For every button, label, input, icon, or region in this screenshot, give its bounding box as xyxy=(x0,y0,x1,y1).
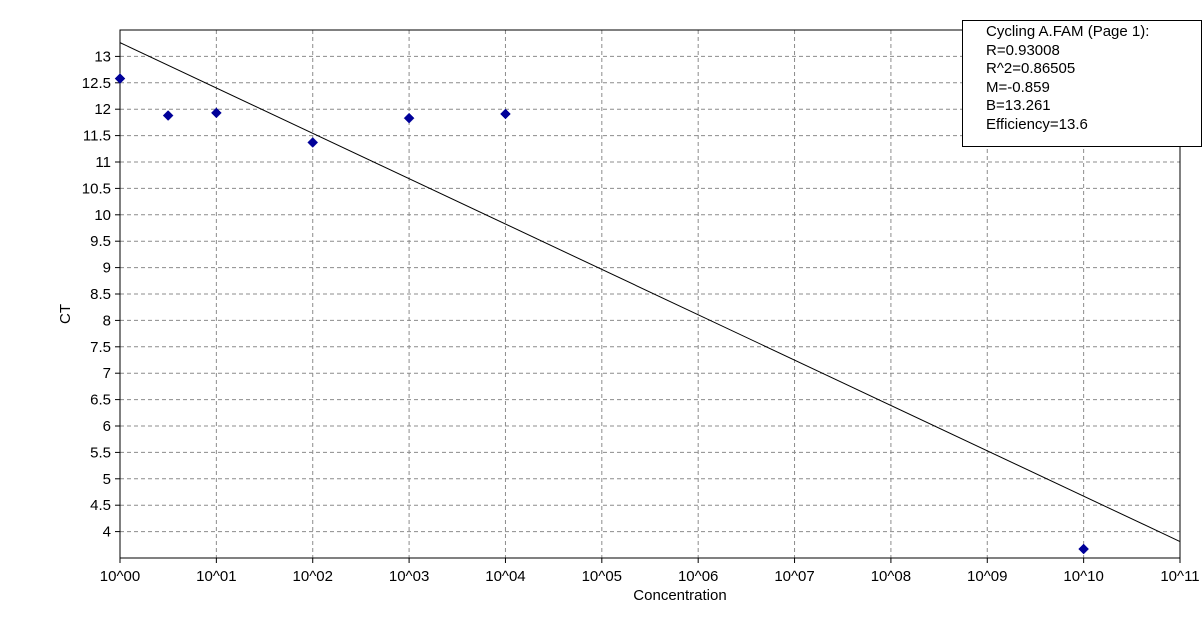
data-point xyxy=(1078,543,1089,555)
tick-layer: 10^00 10^01 10^02 10^03 10^04 10^05 10^06 10^07… xyxy=(82,48,1200,585)
x-tick-label: 10^10 xyxy=(1063,568,1103,585)
regression-stats-box: Cycling A.FAM (Page 1): R=0.93008 R^2=0.… xyxy=(962,20,1202,147)
y-tick-label: 11.5 xyxy=(83,128,111,145)
stats-intercept: B=13.261 xyxy=(986,97,1051,114)
data-point xyxy=(500,108,511,120)
y-tick-label: 4 xyxy=(103,524,111,541)
x-tick-label: 10^04 xyxy=(485,568,525,585)
data-point xyxy=(307,137,319,148)
y-tick-label: 9 xyxy=(103,260,111,277)
y-tick-label: 12 xyxy=(94,101,111,118)
y-tick-label: 5.5 xyxy=(90,444,111,461)
y-tick-label: 8 xyxy=(103,312,111,329)
x-tick-label: 10^03 xyxy=(389,568,429,585)
y-tick-label: 6 xyxy=(103,418,111,435)
data-point xyxy=(211,107,222,119)
data-point xyxy=(403,112,415,124)
fit-line-layer xyxy=(119,42,1181,542)
y-tick-label: 10.5 xyxy=(82,180,111,197)
stats-r: R=0.93008 xyxy=(986,41,1060,59)
y-tick-label: 8.5 xyxy=(90,286,111,303)
y-tick-label: 13 xyxy=(94,48,111,65)
x-axis-title: Concentration xyxy=(633,587,726,604)
x-tick-label: 10^09 xyxy=(967,568,1007,585)
y-tick-label: 11 xyxy=(95,154,111,171)
regression-line xyxy=(119,42,1181,542)
y-tick-label: 7 xyxy=(103,365,111,382)
x-tick-label: 10^07 xyxy=(774,568,814,585)
grid-layer xyxy=(120,30,1181,558)
stats-title: Cycling A.FAM (Page 1): xyxy=(986,23,1150,40)
x-tick-label: 10^02 xyxy=(293,568,333,585)
point-layer xyxy=(114,73,1089,555)
y-tick-label: 5 xyxy=(103,471,111,488)
y-tick-label: 9.5 xyxy=(90,233,111,250)
x-tick-label: 10^05 xyxy=(582,568,622,585)
y-tick-label: 12.5 xyxy=(82,75,111,92)
stats-efficiency: Efficiency=13.6 xyxy=(986,115,1088,133)
data-point xyxy=(162,110,174,121)
y-axis-title: CT xyxy=(57,304,74,324)
x-tick-label: 10^08 xyxy=(871,568,911,585)
x-tick-label: 10^00 xyxy=(100,568,140,585)
y-tick-label: 4.5 xyxy=(90,497,111,514)
stats-r-squared: R^2=0.86505 xyxy=(986,60,1076,77)
x-tick-label: 10^01 xyxy=(196,568,236,585)
y-tick-label: 6.5 xyxy=(90,392,111,409)
x-tick-label: 10^11 xyxy=(1160,568,1199,585)
x-tick-label: 10^06 xyxy=(678,568,718,585)
y-tick-label: 10 xyxy=(94,207,111,224)
stats-slope: M=-0.859 xyxy=(986,78,1050,96)
y-tick-label: 7.5 xyxy=(90,339,111,356)
data-point xyxy=(114,73,126,84)
